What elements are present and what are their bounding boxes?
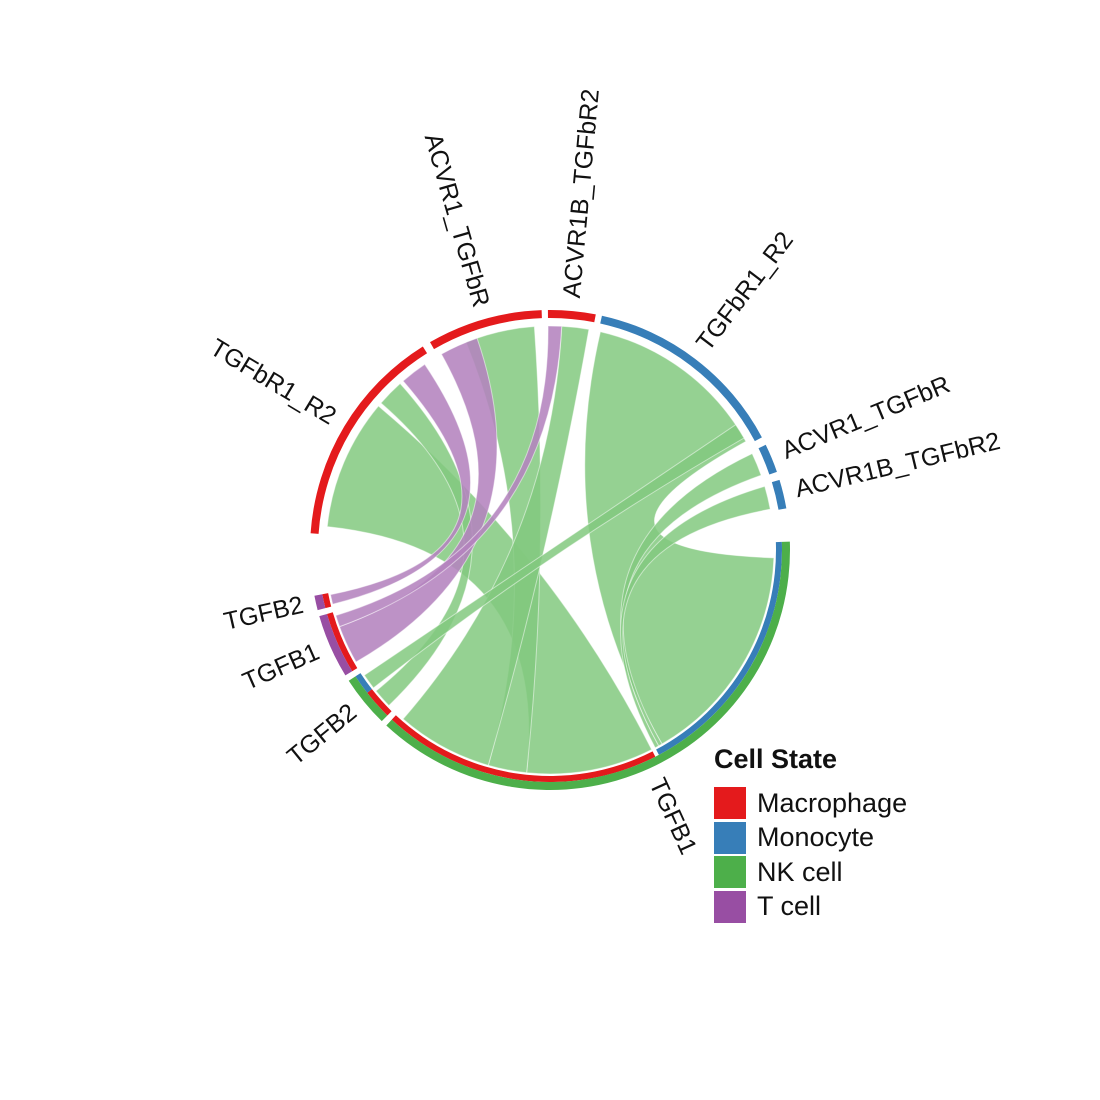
- legend-item-t-cell: T cell: [714, 890, 907, 925]
- sector-arc-macrophage-acvr1b-tgfbr2: [547, 310, 596, 323]
- sector-arc-monocyte-acvr1b-tgfbr2: [771, 479, 787, 510]
- sector-label-macrophage-acvr1-tgfbr: ACVR1_TGFbR: [419, 130, 495, 310]
- sector-label-nk-cell-tgfb1: TGFB1: [643, 774, 702, 859]
- sector-label-t-cell-tgfb2: TGFB2: [221, 591, 306, 636]
- inner-track-layer: [322, 541, 783, 782]
- legend-title: Cell State: [714, 744, 838, 774]
- sector-label-nk-cell-tgfb2: TGFB2: [282, 698, 362, 771]
- sector-arc-nk-cell-tgfb2: [348, 676, 388, 722]
- links-layer: [326, 325, 775, 775]
- chord-link-t-cell-tgfb2-to-macrophage-tgfbr1-r2: [329, 363, 471, 605]
- legend: Cell State Macrophage Monocyte NK cell T…: [714, 744, 907, 924]
- legend-label-monocyte: Monocyte: [757, 822, 875, 853]
- legend-label-macrophage: Macrophage: [757, 787, 908, 818]
- sector-label-monocyte-tgfbr1-r2: TGFbR1_R2: [691, 226, 799, 356]
- legend-swatch-monocyte: [714, 821, 746, 854]
- chord-link-t-cell-tgfb1-to-macrophage-acvr1b-tgfbr2: [335, 325, 563, 628]
- chord-link-nk-cell-tgfb2-to-monocyte-tgfbr1-r2: [363, 424, 745, 689]
- inner-track-macrophage-5: [322, 593, 332, 609]
- sector-label-macrophage-acvr1b-tgfbr2: ACVR1B_TGFbR2: [558, 88, 605, 299]
- sector-arc-macrophage-acvr1-tgfbr: [430, 310, 542, 350]
- legend-swatch-t-cell: [714, 890, 746, 923]
- legend-swatch-nk-cell: [714, 856, 746, 889]
- sector-arc-monocyte-acvr1-tgfbr: [758, 444, 777, 475]
- sector-layer: [310, 310, 790, 790]
- inner-track-monocyte-3: [355, 673, 372, 693]
- legend-swatch-macrophage: [714, 787, 746, 820]
- legend-label-nk-cell: NK cell: [757, 856, 843, 887]
- chord-link-nk-cell-tgfb1-to-monocyte-acvr1b-tgfbr2: [620, 485, 771, 749]
- inner-track-monocyte-0: [656, 541, 783, 755]
- sector-label-macrophage-tgfbr1-r2: TGFbR1_R2: [205, 334, 341, 431]
- sector-arc-t-cell-tgfb1: [319, 613, 353, 676]
- sector-arc-t-cell-tgfb2: [314, 594, 326, 611]
- inner-track-macrophage-2: [367, 689, 392, 716]
- sector-label-t-cell-tgfb1: TGFB1: [238, 638, 323, 696]
- legend-item-nk-cell: NK cell: [714, 855, 907, 890]
- legend-item-macrophage: Macrophage: [714, 786, 907, 821]
- inner-track-macrophage-4: [326, 612, 358, 672]
- legend-label-t-cell: T cell: [757, 891, 822, 922]
- legend-item-monocyte: Monocyte: [714, 821, 907, 856]
